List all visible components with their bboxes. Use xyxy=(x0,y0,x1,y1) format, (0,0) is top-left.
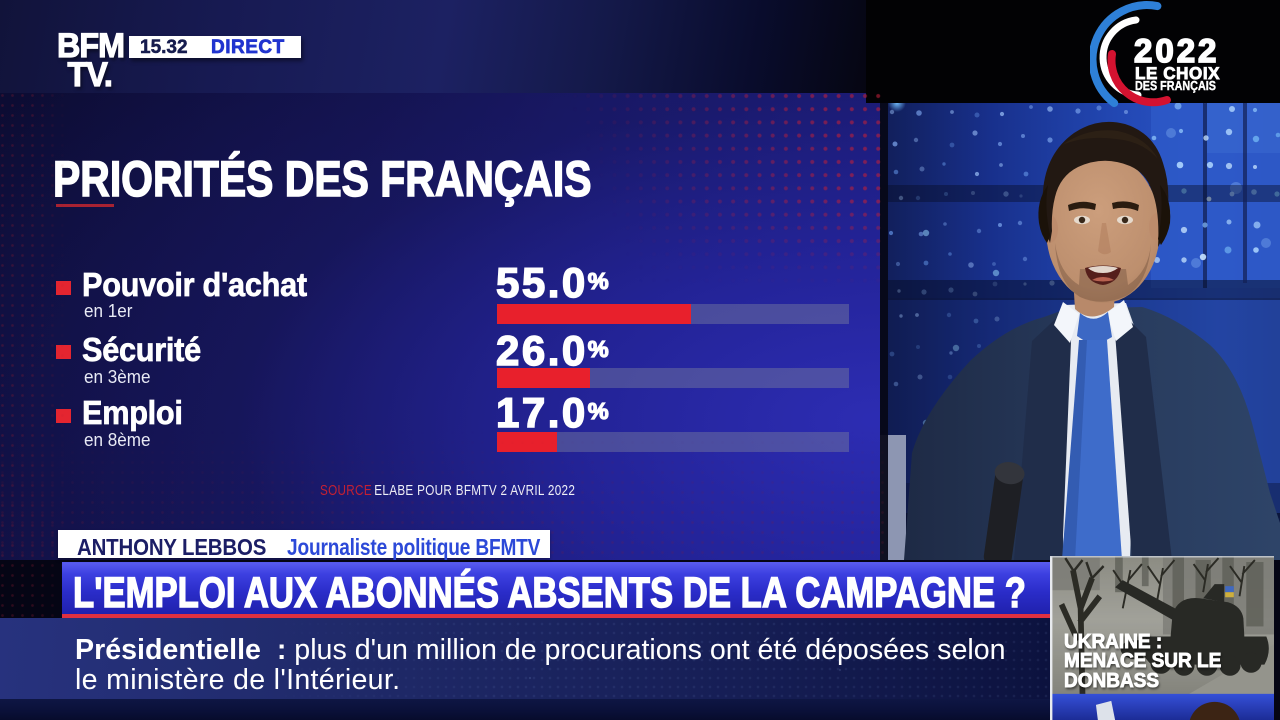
svg-text:2022: 2022 xyxy=(1134,32,1219,69)
svg-text:LE CHOIX: LE CHOIX xyxy=(1135,64,1220,83)
svg-text:DES FRANÇAIS: DES FRANÇAIS xyxy=(1135,78,1216,93)
